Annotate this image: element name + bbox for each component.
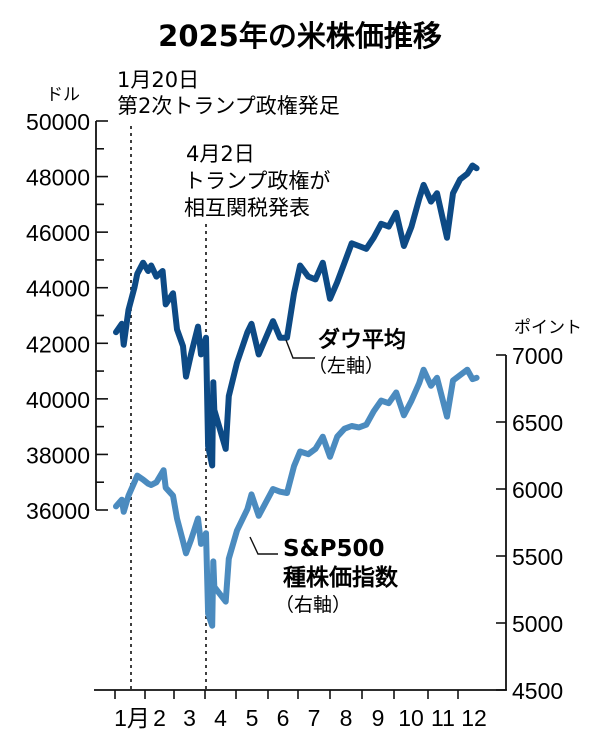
x-axis-tick-label: 5 [246,705,259,731]
annotation-jan20-text: 第2次トランプ政権発足 [117,94,340,118]
annotation-apr2-text-line1: トランプ政権が [184,169,330,193]
x-axis-tick-label: 6 [277,705,290,731]
sp500-line [113,366,480,629]
x-axis-tick-label: 7 [308,705,321,731]
left-axis-tick-label: 42000 [26,331,90,357]
annotation-jan20-date: 1月20日 [117,68,199,92]
dow-average-line [113,162,480,469]
right-axis-unit: ポイント [514,318,582,338]
x-axis-tick-label: 8 [340,705,353,731]
right-axis-tick-label: 5000 [512,611,563,637]
left-axis: 36000 38000 40000 42000 44000 46000 48000 50000 [26,109,108,524]
left-axis-tick-label: 46000 [26,220,90,246]
x-axis-tick-label: 11 [431,705,455,731]
sp500-legend-label-line1: S&P500 [283,536,385,562]
chart-title: 2025年の米株価推移 [158,19,442,53]
right-axis-tick-label: 6000 [512,477,563,503]
dow-leader-line [285,339,315,359]
right-axis-tick-label: 6500 [512,410,563,436]
dow-legend-label: ダウ平均 [318,327,406,353]
right-axis-tick-label: 4500 [512,678,563,704]
left-axis-tick-label: 38000 [26,442,90,468]
x-axis: 1月 2 3 4 5 6 7 8 9 10 11 12 [94,689,507,731]
left-axis-tick-label: 44000 [26,276,90,302]
x-axis-tick-label: 1月 [114,705,150,731]
x-axis-tick-label: 10 [398,705,424,731]
x-axis-tick-label: 3 [183,705,196,731]
sp500-legend-axis-note: （右軸） [275,594,351,616]
right-axis: 4500 5000 5500 6000 6500 7000 [496,343,563,704]
sp500-legend-label-line2: 種株価指数 [283,565,399,591]
right-axis-tick-label: 5500 [512,544,563,570]
left-axis-tick-label: 36000 [26,498,90,524]
right-axis-tick-label: 7000 [512,343,563,369]
sp500-leader-line [249,536,278,555]
annotation-apr2-text-line2: 相互関税発表 [184,196,310,220]
left-axis-tick-label: 40000 [26,387,90,413]
x-axis-tick-label: 12 [461,705,487,731]
left-axis-unit: ドル [46,85,80,105]
left-axis-tick-label: 48000 [26,165,90,191]
x-axis-tick-label: 2 [153,705,166,731]
annotation-apr2-date: 4月2日 [186,142,255,166]
dow-legend-axis-note: （左軸） [308,355,384,377]
x-axis-tick-label: 9 [372,705,385,731]
left-axis-tick-label: 50000 [26,109,90,135]
x-axis-tick-label: 4 [214,705,227,731]
